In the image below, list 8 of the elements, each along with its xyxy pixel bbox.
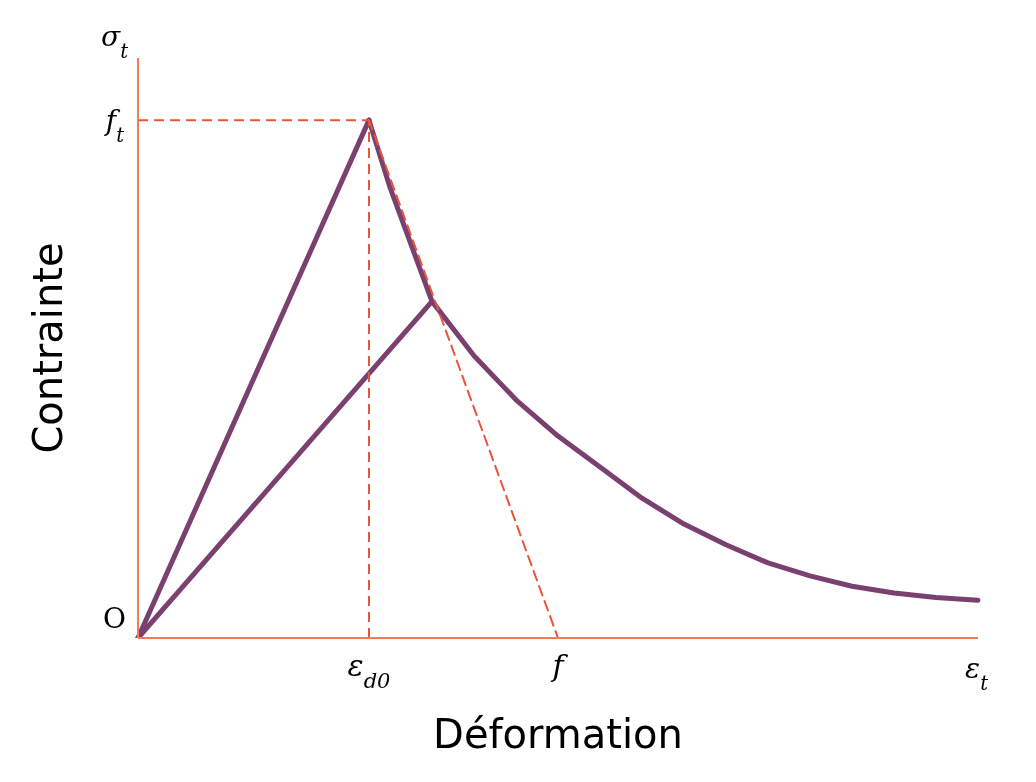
x-tick-label: ε$_{d0}$ [347,648,391,693]
text: O [103,602,126,635]
x-axis-title: Déformation [433,711,683,757]
ref-line-label: f$_{t}$ [103,104,125,147]
text: ε$_{t}$ [965,652,989,695]
y-axis-title: Contrainte [25,242,72,454]
text: σ$_{t}$ [101,20,129,63]
x-tick-label: f [550,648,569,683]
